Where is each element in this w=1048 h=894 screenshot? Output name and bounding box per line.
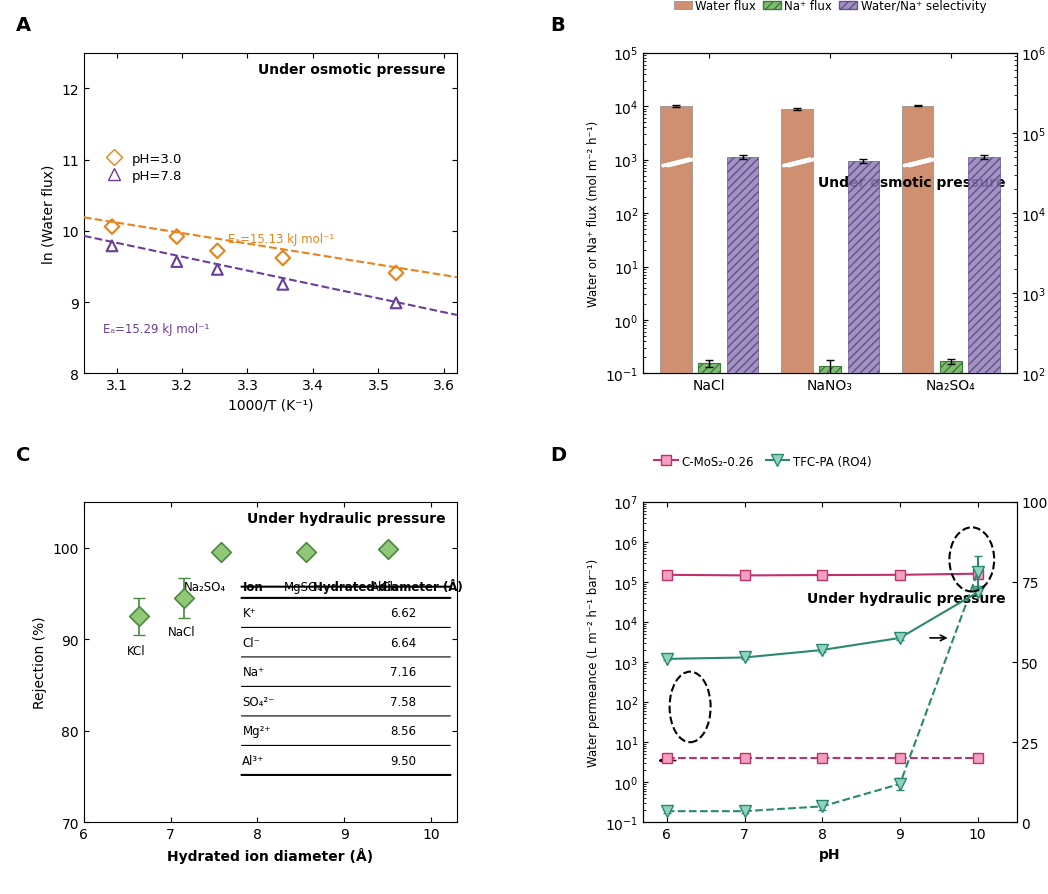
Text: Eₐ=15.13 kJ mol⁻¹: Eₐ=15.13 kJ mol⁻¹ xyxy=(227,232,334,245)
Point xyxy=(388,266,405,281)
Text: K⁺: K⁺ xyxy=(242,606,256,620)
Bar xyxy=(848,162,879,894)
Bar xyxy=(968,158,1000,894)
Text: 6.64: 6.64 xyxy=(390,636,416,649)
Point xyxy=(104,240,121,254)
Y-axis label: Rejection (%): Rejection (%) xyxy=(34,616,47,709)
Text: 7.58: 7.58 xyxy=(390,695,416,708)
Legend: pH=3.0, pH=7.8: pH=3.0, pH=7.8 xyxy=(97,150,185,185)
Text: SO₄²⁻: SO₄²⁻ xyxy=(242,695,275,708)
Text: Eₐ=15.29 kJ mol⁻¹: Eₐ=15.29 kJ mol⁻¹ xyxy=(104,323,210,336)
Point xyxy=(298,545,314,560)
Point xyxy=(104,220,121,234)
Text: NaCl: NaCl xyxy=(168,626,196,638)
Point xyxy=(379,543,396,557)
Text: Hydrated diameter (Å): Hydrated diameter (Å) xyxy=(313,578,463,594)
X-axis label: 1000/T (K⁻¹): 1000/T (K⁻¹) xyxy=(227,399,313,412)
Text: C: C xyxy=(16,445,30,464)
Text: D: D xyxy=(550,445,566,464)
Legend: C-MoS₂-0.26, TFC-PA (RO4): C-MoS₂-0.26, TFC-PA (RO4) xyxy=(650,451,876,473)
Point xyxy=(169,255,185,269)
Text: 8.56: 8.56 xyxy=(390,724,416,738)
Point xyxy=(388,297,405,311)
Point xyxy=(275,278,291,292)
Bar xyxy=(781,110,812,894)
Bar xyxy=(820,367,840,894)
Text: Under osmotic pressure: Under osmotic pressure xyxy=(258,63,445,77)
Point xyxy=(275,251,291,266)
Text: Na⁺: Na⁺ xyxy=(242,665,264,679)
Point xyxy=(209,263,225,277)
Text: KCl: KCl xyxy=(127,644,146,657)
Point xyxy=(169,230,185,244)
Bar xyxy=(902,106,933,894)
Point xyxy=(176,591,193,605)
Text: Al³⁺: Al³⁺ xyxy=(242,754,265,767)
Bar xyxy=(660,107,692,894)
Text: Na₂SO₄: Na₂SO₄ xyxy=(184,580,226,593)
Y-axis label: Water or Na⁺ flux (mol m⁻² h⁻¹): Water or Na⁺ flux (mol m⁻² h⁻¹) xyxy=(587,121,599,307)
Bar xyxy=(698,364,720,894)
Text: MgSO₄: MgSO₄ xyxy=(284,580,323,593)
Y-axis label: Water permeance (L m⁻² h⁻¹ bar⁻¹): Water permeance (L m⁻² h⁻¹ bar⁻¹) xyxy=(587,558,599,766)
X-axis label: Hydrated ion diameter (Å): Hydrated ion diameter (Å) xyxy=(168,847,373,863)
Text: Under hydraulic pressure: Under hydraulic pressure xyxy=(807,592,1005,606)
Text: 7.16: 7.16 xyxy=(390,665,416,679)
Text: 9.50: 9.50 xyxy=(390,754,416,767)
Point xyxy=(209,244,225,258)
Text: A: A xyxy=(16,16,30,35)
X-axis label: pH: pH xyxy=(820,847,840,861)
Point xyxy=(213,545,230,560)
Text: Under hydraulic pressure: Under hydraulic pressure xyxy=(247,511,445,526)
Text: 6.62: 6.62 xyxy=(390,606,416,620)
Bar xyxy=(727,158,758,894)
Legend: Water flux, Na⁺ flux, Water/Na⁺ selectivity: Water flux, Na⁺ flux, Water/Na⁺ selectiv… xyxy=(669,0,991,18)
Text: Cl⁻: Cl⁻ xyxy=(242,636,260,649)
Text: Mg²⁺: Mg²⁺ xyxy=(242,724,270,738)
Y-axis label: ln (Water flux): ln (Water flux) xyxy=(42,164,56,264)
Text: AlCl₃: AlCl₃ xyxy=(371,580,399,593)
Text: B: B xyxy=(550,16,565,35)
Text: Ion: Ion xyxy=(242,580,263,594)
Point xyxy=(130,610,147,624)
Text: Under osmotic pressure: Under osmotic pressure xyxy=(817,175,1005,190)
Bar xyxy=(940,362,962,894)
